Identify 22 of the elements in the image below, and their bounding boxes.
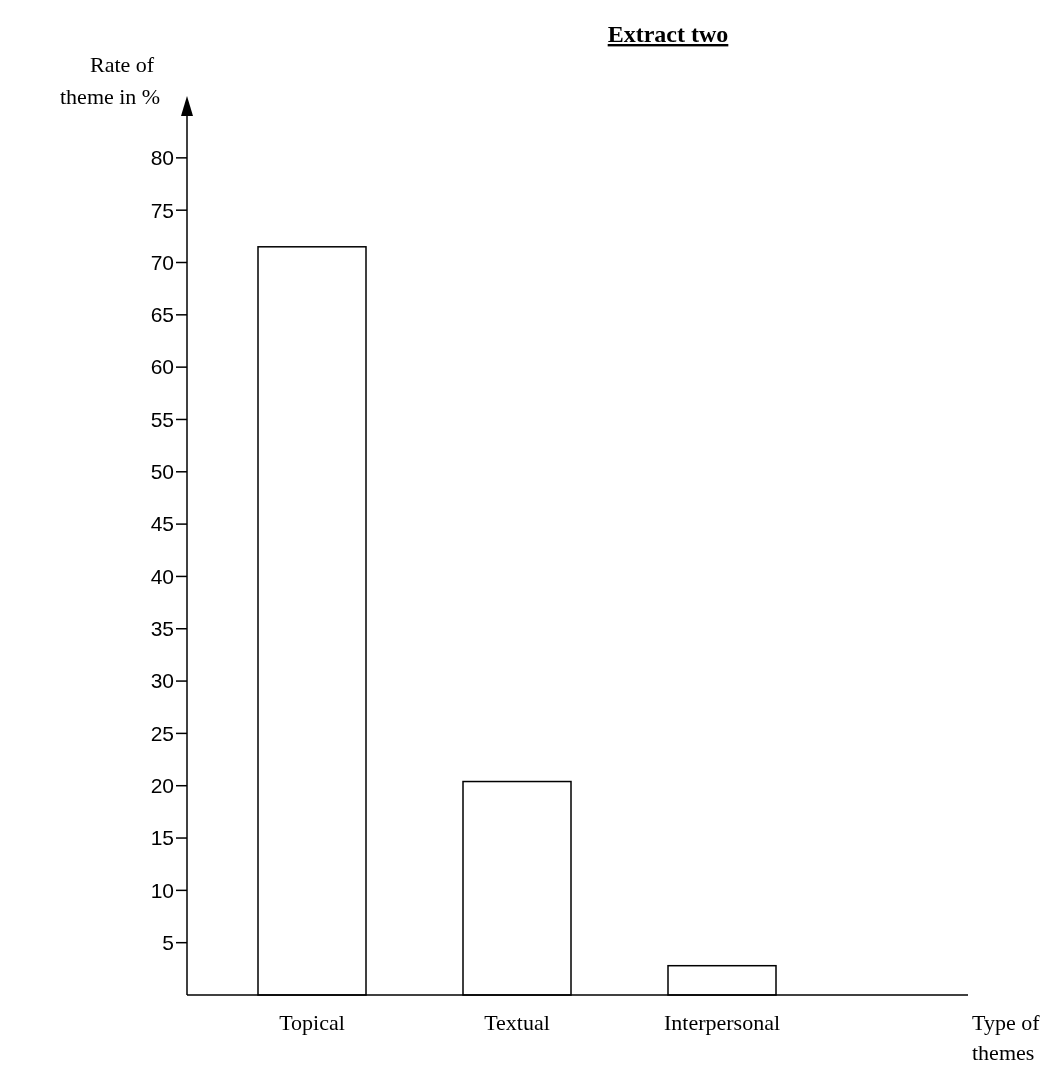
y-tick-label: 50: [150, 460, 174, 484]
x-axis-title: Type of themes: [972, 1010, 1041, 1065]
y-tick-label: 15: [150, 826, 174, 850]
x-tick-label: Textual: [484, 1010, 550, 1035]
y-tick-label: 75: [150, 198, 174, 222]
y-axis-title: Rate of theme in %: [60, 52, 161, 109]
y-tick-label: 25: [150, 721, 174, 745]
y-tick-label: 5: [162, 931, 174, 955]
chart-title: Extract two: [607, 21, 729, 47]
y-tick-label: 40: [150, 564, 174, 588]
y-tick-label: 10: [150, 878, 174, 902]
x-tick-label: Topical: [279, 1010, 345, 1035]
y-tick-label: 65: [150, 303, 174, 327]
y-tick-label: 45: [150, 512, 174, 536]
y-tick-label: 60: [150, 355, 174, 379]
x-tick-label: Interpersonal: [663, 1010, 781, 1035]
y-tick-label: 35: [150, 617, 174, 641]
y-tick-label: 20: [150, 774, 174, 798]
y-tick-label: 70: [150, 250, 174, 274]
y-tick-label: 80: [150, 146, 174, 170]
y-tick-label: 55: [150, 407, 174, 431]
y-tick-label: 30: [150, 669, 174, 693]
